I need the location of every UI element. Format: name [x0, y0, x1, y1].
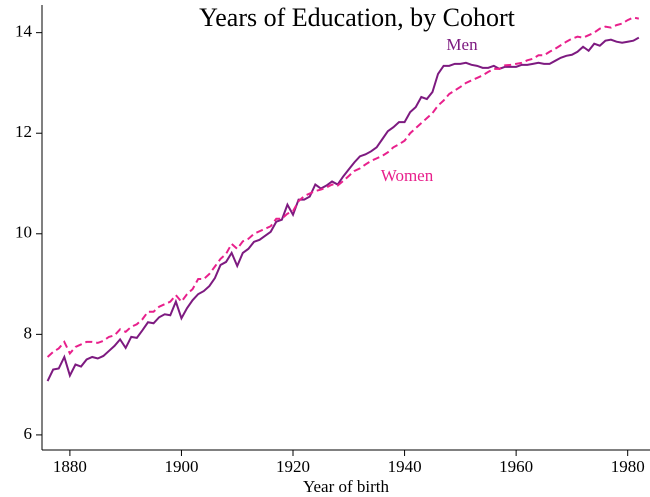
x-tick-label: 1920	[276, 457, 310, 476]
y-tick-label: 8	[24, 323, 33, 342]
x-tick-label: 1900	[164, 457, 198, 476]
x-tick-label: 1960	[499, 457, 533, 476]
series-line	[46, 36, 640, 382]
chart-title: Years of Education, by Cohort	[199, 3, 516, 32]
series-label: Men	[446, 35, 478, 54]
x-tick-label: 1880	[53, 457, 87, 476]
y-tick-label: 10	[15, 223, 32, 242]
y-tick-label: 12	[15, 122, 32, 141]
series-label: Women	[381, 166, 434, 185]
x-axis-label: Year of birth	[303, 477, 390, 496]
series-line	[46, 16, 640, 358]
y-tick-label: 6	[24, 424, 33, 443]
y-tick-label: 14	[15, 22, 33, 41]
x-tick-label: 1940	[388, 457, 422, 476]
x-tick-label: 1980	[611, 457, 645, 476]
